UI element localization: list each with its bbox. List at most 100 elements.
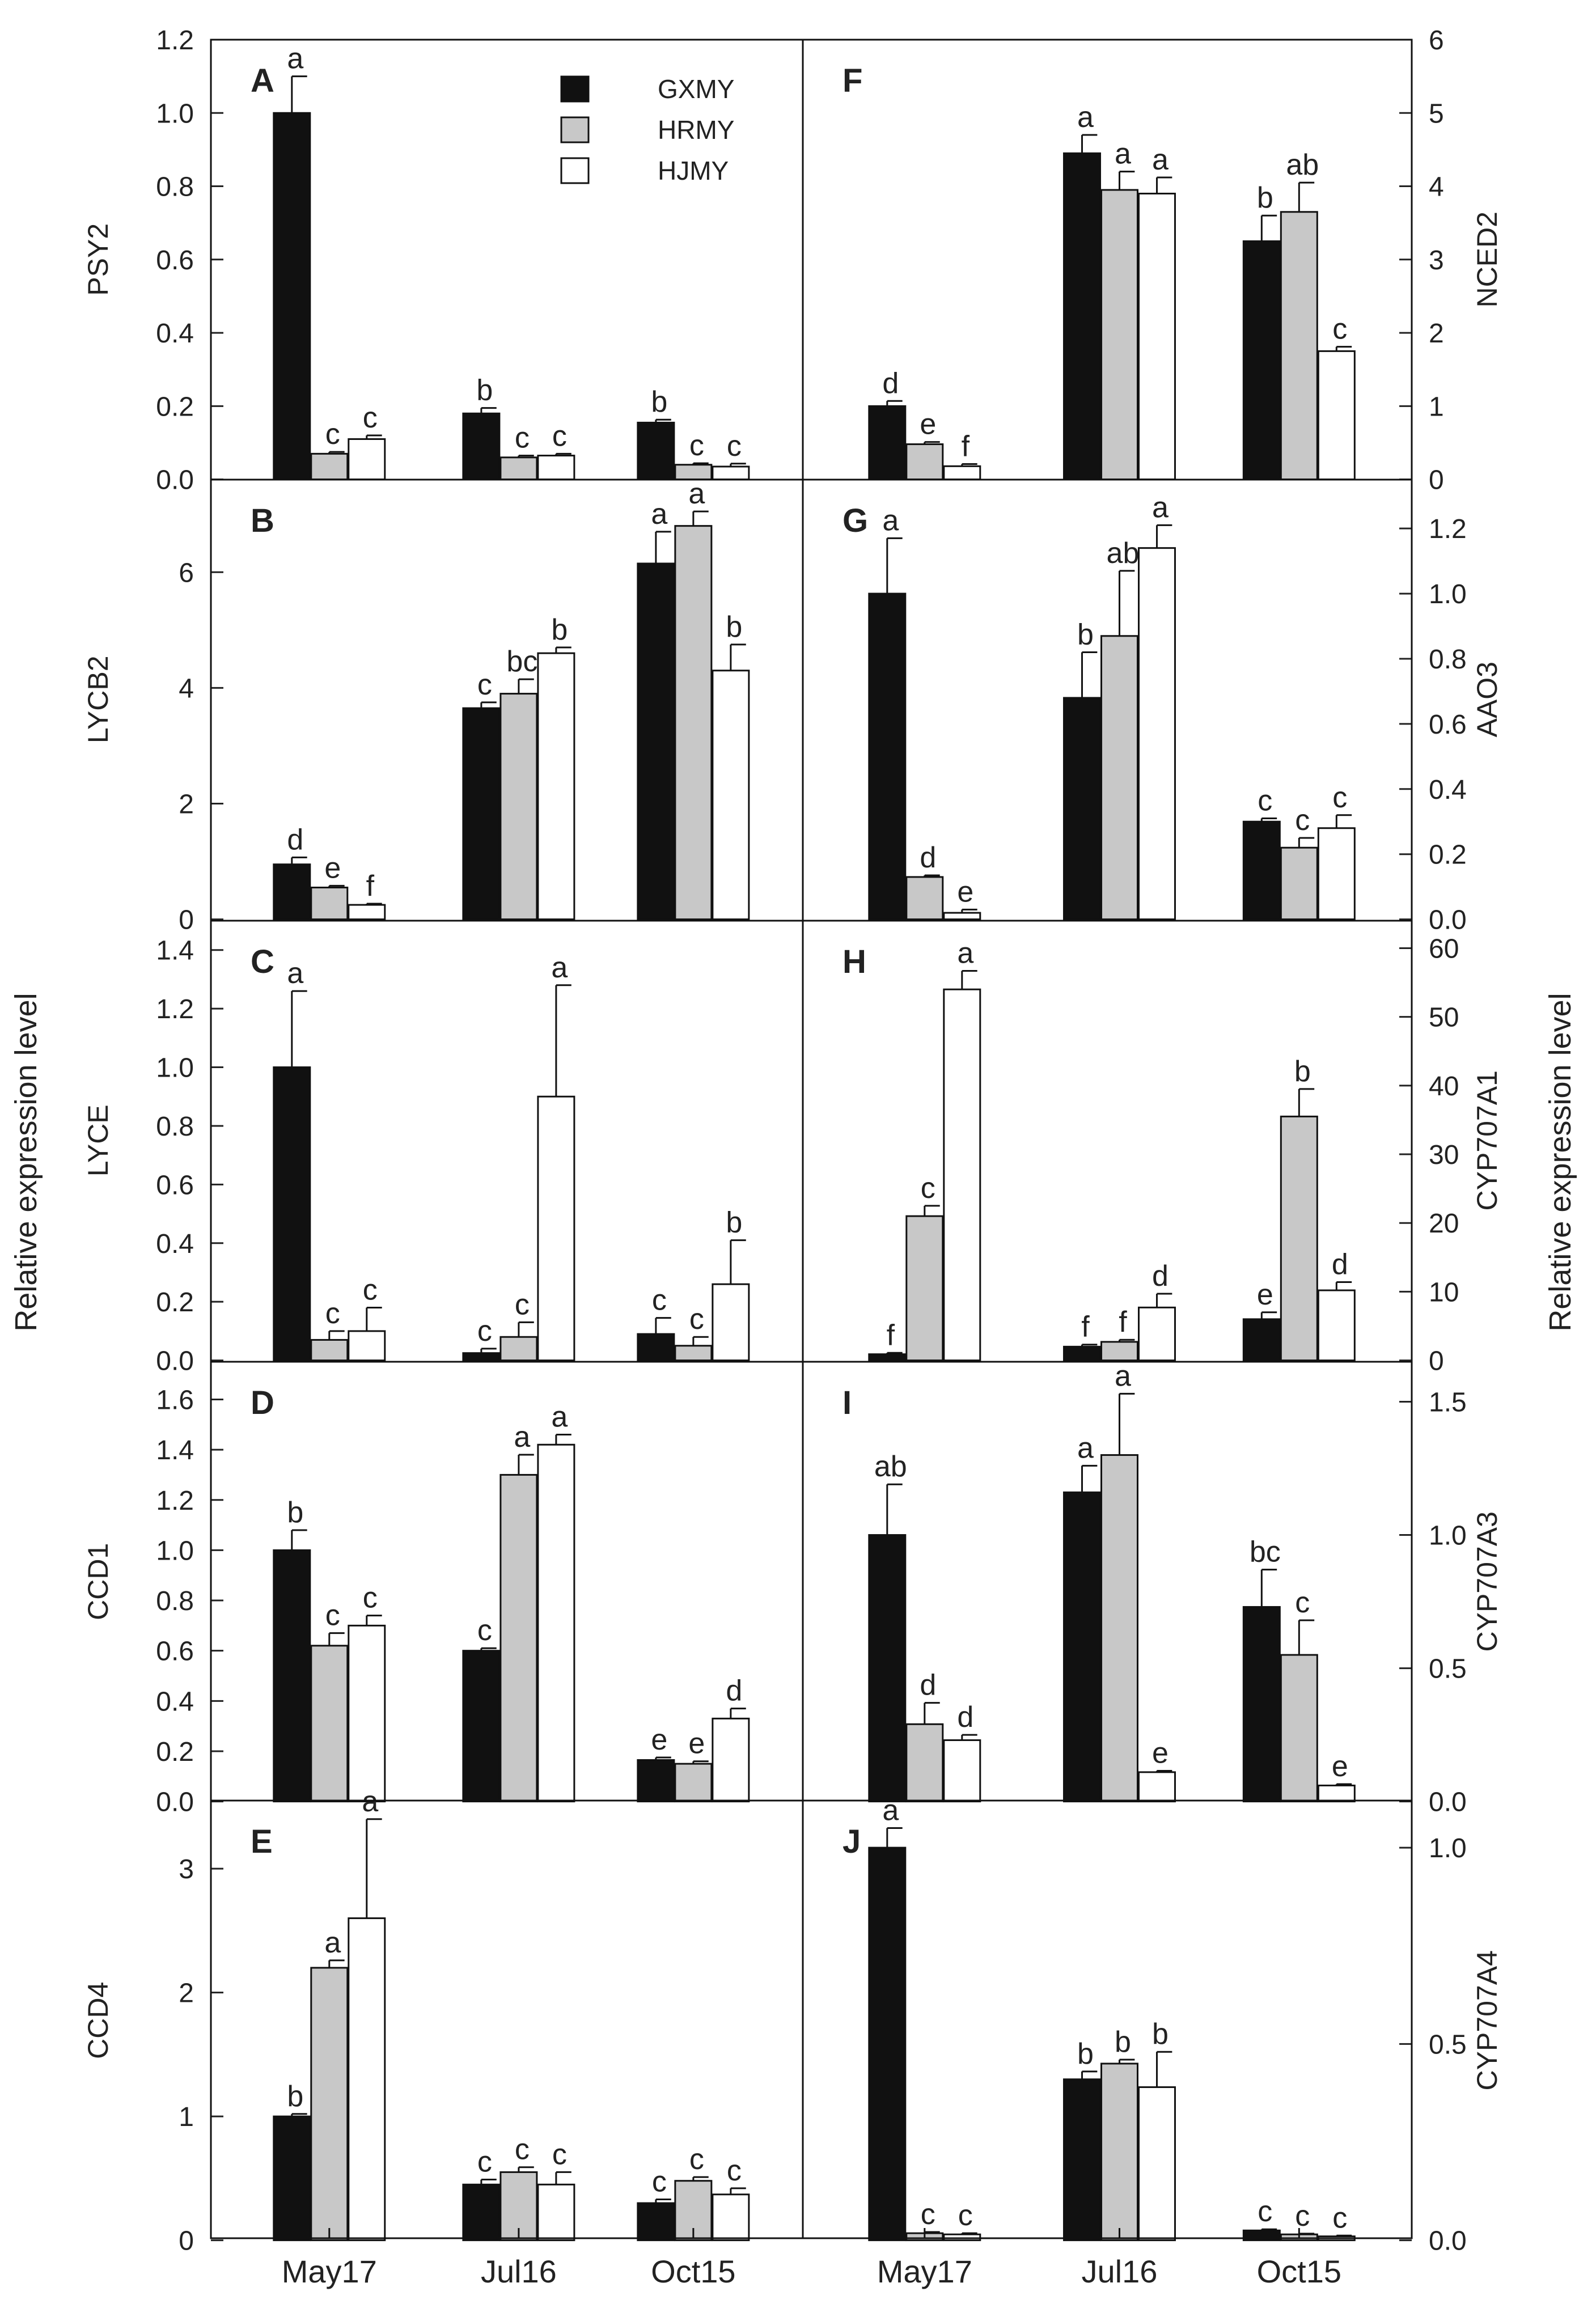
bar-gxmy [637, 562, 675, 921]
y-tick-label: 0 [1429, 1346, 1444, 1376]
bar-gxmy [273, 863, 311, 921]
y-tick-label: 1.2 [156, 26, 194, 56]
legend-label: HJMY [658, 156, 729, 185]
bar-gxmy [462, 1352, 501, 1362]
bar-gxmy [1062, 2078, 1101, 2242]
gene-axis-label: CYP707A4 [1471, 1950, 1503, 2090]
bar-hrmy [1100, 189, 1138, 481]
significance-letter: e [1257, 1278, 1273, 1311]
bar-hjmy [348, 1330, 386, 1362]
y-tick-label: 0.2 [1429, 840, 1467, 870]
significance-letter: b [287, 1496, 303, 1529]
bar-hrmy [310, 1967, 349, 2242]
y-tick-label: 1.0 [1429, 579, 1467, 609]
significance-letter: b [1077, 2038, 1094, 2070]
y-tick-label: 0.6 [1429, 710, 1467, 740]
bar-hjmy [1137, 547, 1176, 921]
significance-letter: c [552, 420, 567, 452]
y-tick-label: 2 [179, 789, 194, 819]
y-tick-label: 0.8 [1429, 645, 1467, 675]
panel-letter: D [251, 1384, 274, 1421]
significance-letter: a [957, 937, 973, 969]
y-tick-label: 0.0 [156, 1346, 194, 1376]
significance-letter: c [1332, 781, 1347, 814]
y-tick-label: 0.4 [156, 1229, 194, 1259]
left-axis-title: Relative expression level [9, 993, 43, 1331]
bar-hjmy [943, 912, 981, 921]
y-tick-label: 0.4 [156, 319, 194, 349]
bar-hrmy [310, 886, 349, 921]
legend-swatch-gxmy [560, 75, 590, 103]
bar-hrmy [674, 525, 713, 921]
significance-letter: d [882, 367, 899, 400]
significance-letter: e [1152, 1737, 1169, 1770]
panel-letter: G [843, 502, 868, 539]
y-tick-label: 0.6 [156, 245, 194, 276]
y-tick-label: 50 [1429, 1003, 1459, 1033]
bar-hjmy [537, 652, 575, 921]
bar-hjmy [1137, 1306, 1176, 1362]
significance-letter: c [652, 1284, 667, 1317]
y-tick-label: 0.0 [1429, 1788, 1467, 1818]
significance-letter: c [689, 2143, 704, 2176]
significance-letter: b [1115, 2026, 1131, 2059]
gene-axis-label: LYCB2 [82, 655, 114, 743]
significance-letter: a [882, 504, 899, 537]
significance-letter: c [689, 1303, 704, 1336]
y-tick-label: 1.0 [1429, 1521, 1467, 1551]
bar-gxmy [1242, 1318, 1281, 1362]
significance-letter: f [887, 1319, 895, 1352]
plot-border [210, 39, 1413, 2239]
significance-letter: a [551, 951, 568, 984]
bar-hrmy [1280, 1115, 1318, 1362]
bar-gxmy [1242, 820, 1281, 921]
gene-axis-label: CCD1 [82, 1543, 114, 1620]
y-tick-label: 4 [1429, 172, 1444, 202]
bar-hrmy [310, 452, 349, 481]
y-tick-label: 1.4 [156, 1435, 194, 1466]
significance-letter: d [1152, 1260, 1169, 1293]
significance-letter: a [1077, 101, 1094, 134]
significance-letter: c [727, 430, 742, 463]
significance-letter: c [1295, 2200, 1310, 2233]
bar-hrmy [499, 1473, 538, 1803]
significance-letter: ab [874, 1450, 907, 1483]
significance-letter: a [651, 498, 667, 531]
bar-hjmy [712, 2193, 750, 2242]
significance-letter: f [1081, 1311, 1090, 1344]
bar-hrmy [1100, 1341, 1138, 1362]
legend-swatch-hrmy [560, 116, 590, 143]
gene-axis-label: CCD4 [82, 1982, 114, 2059]
bar-hrmy [1280, 211, 1318, 481]
significance-letter: c [1258, 784, 1272, 817]
bar-hrmy [905, 1723, 944, 1803]
y-tick-label: 0 [179, 905, 194, 935]
panel-letter: I [843, 1384, 852, 1421]
bar-hrmy [1280, 846, 1318, 921]
significance-letter: a [551, 1401, 568, 1434]
bar-hrmy [1100, 2062, 1138, 2242]
bar-hjmy [943, 1739, 981, 1803]
bar-gxmy [1242, 1606, 1281, 1803]
y-tick-label: 3 [1429, 245, 1444, 276]
gene-axis-label: LYCE [82, 1104, 114, 1176]
bar-gxmy [273, 112, 311, 481]
significance-letter: c [921, 2198, 935, 2231]
significance-letter: c [477, 2146, 492, 2179]
panel-letter: B [251, 502, 274, 539]
y-tick-label: 60 [1429, 934, 1459, 964]
significance-letter: a [688, 477, 705, 510]
significance-letter: b [651, 386, 667, 418]
x-tick-label: Oct15 [651, 2254, 735, 2289]
bar-gxmy [637, 421, 675, 481]
significance-letter: e [324, 852, 341, 884]
significance-letter: f [366, 870, 375, 903]
x-tick-label: Oct15 [1257, 2254, 1341, 2289]
significance-letter: c [1295, 804, 1310, 837]
significance-letter: c [1332, 2201, 1347, 2234]
significance-letter: d [920, 1669, 936, 1702]
